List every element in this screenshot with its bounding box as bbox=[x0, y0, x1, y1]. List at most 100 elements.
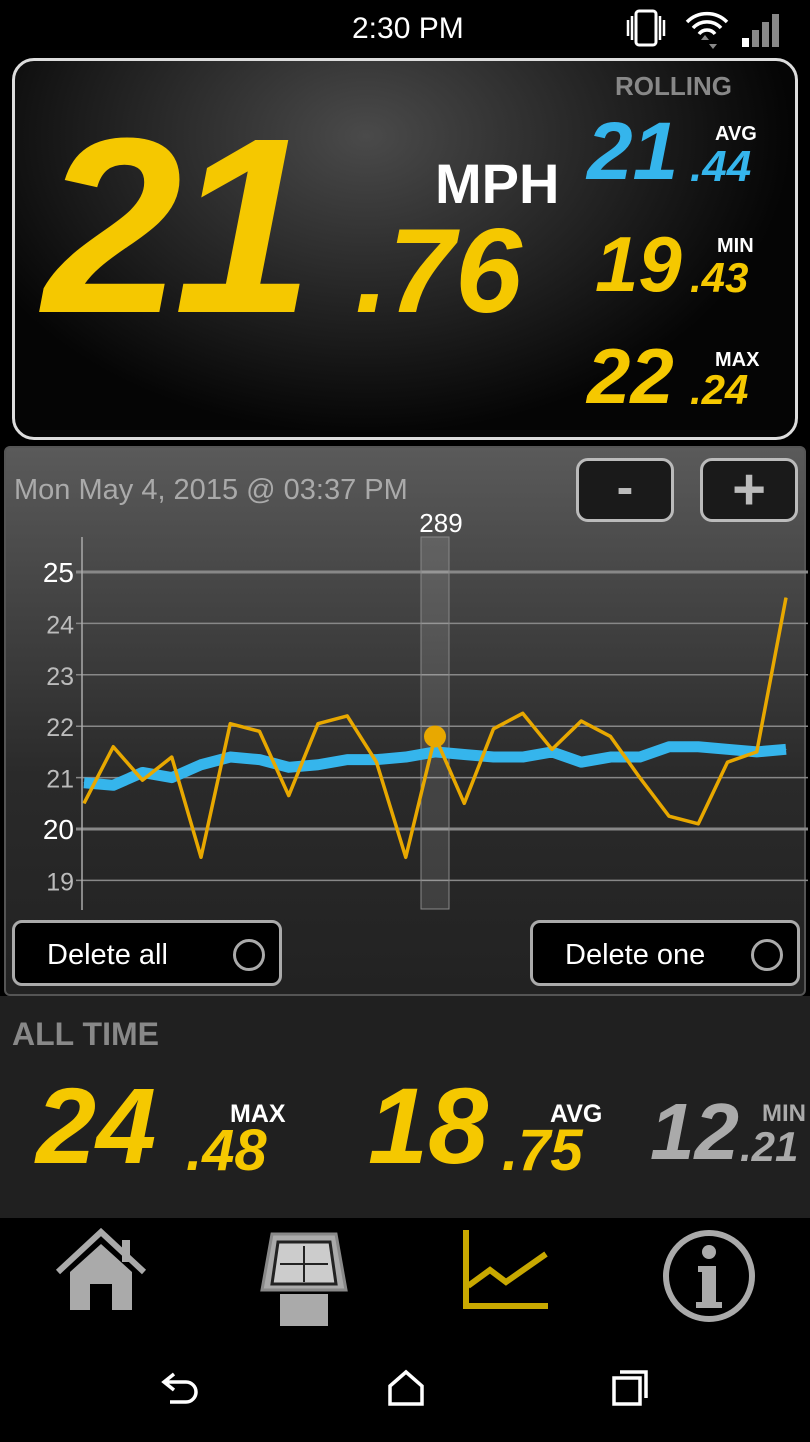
speed-point bbox=[756, 751, 758, 753]
speed-point bbox=[493, 728, 494, 730]
speed-point bbox=[610, 735, 611, 737]
recents-icon[interactable] bbox=[610, 1368, 650, 1408]
graph-icon[interactable] bbox=[460, 1228, 552, 1314]
all-avg-whole: 18 bbox=[368, 1065, 489, 1186]
speed-point bbox=[83, 802, 85, 804]
speed-point bbox=[668, 815, 670, 817]
y-tick-label: 24 bbox=[46, 611, 74, 639]
speed-panel: 21 .76 MPH ROLLING 21 .44 AVG 19 .43 MIN… bbox=[12, 58, 798, 440]
speed-point bbox=[346, 715, 348, 717]
rolling-min-whole: 19 bbox=[595, 220, 682, 308]
y-tick-label: 19 bbox=[46, 868, 74, 896]
zoom-in-button[interactable]: + bbox=[700, 458, 798, 522]
y-tick-label: 20 bbox=[43, 814, 74, 845]
speed-point bbox=[463, 802, 465, 804]
rolling-avg-point bbox=[727, 748, 728, 750]
speed-whole: 21 bbox=[43, 86, 313, 365]
speed-point bbox=[288, 795, 290, 797]
rolling-avg-label: AVG bbox=[715, 123, 757, 145]
speed-point bbox=[580, 720, 582, 722]
rolling-avg-point bbox=[697, 746, 699, 748]
zoom-out-button[interactable]: - bbox=[576, 458, 674, 522]
bottom-nav bbox=[0, 1218, 810, 1340]
rolling-avg-point bbox=[785, 748, 787, 750]
rolling-avg-point bbox=[405, 756, 407, 758]
home-nav-icon[interactable] bbox=[386, 1368, 426, 1408]
rolling-avg-whole: 21 bbox=[587, 106, 679, 197]
rolling-max-label: MAX bbox=[715, 349, 760, 371]
selection-label: 289 bbox=[419, 508, 462, 538]
system-nav bbox=[0, 1340, 810, 1440]
rolling-avg-point bbox=[288, 766, 290, 768]
y-tick-label: 23 bbox=[46, 663, 74, 691]
rolling-avg-point bbox=[580, 761, 582, 763]
rolling-avg-point bbox=[493, 756, 494, 758]
delete-one-button[interactable]: Delete one bbox=[530, 920, 800, 986]
all-min-decimal: .21 bbox=[740, 1123, 799, 1170]
signal-icon bbox=[742, 14, 779, 47]
radio-icon bbox=[751, 939, 783, 971]
all-avg-decimal: .75 bbox=[502, 1118, 583, 1183]
clock: 2:30 PM bbox=[352, 12, 464, 45]
y-tick-label: 21 bbox=[46, 766, 74, 794]
rolling-avg-point bbox=[522, 756, 524, 758]
delete-one-label: Delete one bbox=[565, 939, 706, 971]
timestamp: Mon May 4, 2015 @ 03:37 PM bbox=[14, 474, 408, 506]
speed-point bbox=[229, 723, 231, 725]
plus-icon: + bbox=[732, 457, 766, 522]
wifi-icon bbox=[685, 11, 729, 49]
rolling-max-decimal: .24 bbox=[690, 366, 749, 413]
speed-point bbox=[551, 748, 553, 750]
speed-decimal: .76 bbox=[355, 204, 522, 338]
rolling-avg-point bbox=[171, 777, 173, 779]
rolling-max-whole: 22 bbox=[587, 332, 674, 420]
rolling-avg-point bbox=[463, 753, 465, 755]
watch-icon[interactable] bbox=[258, 1228, 350, 1328]
all-max-label: MAX bbox=[230, 1100, 286, 1128]
all-time-title: ALL TIME bbox=[12, 1016, 159, 1052]
all-max-decimal: .48 bbox=[186, 1118, 267, 1183]
y-tick-label: 25 bbox=[43, 557, 74, 588]
rolling-avg-point bbox=[668, 746, 670, 748]
speed-point bbox=[317, 723, 319, 725]
vibrate-icon bbox=[626, 9, 666, 47]
status-bar: 2:30 PM bbox=[0, 0, 810, 58]
speed-point bbox=[259, 730, 260, 732]
rolling-avg-point bbox=[112, 784, 114, 786]
rolling-avg-point bbox=[434, 751, 436, 753]
rolling-avg-point bbox=[83, 782, 85, 784]
rolling-avg-point bbox=[317, 764, 319, 766]
speed-point bbox=[639, 777, 641, 779]
delete-all-button[interactable]: Delete all bbox=[12, 920, 282, 986]
speed-point bbox=[405, 856, 407, 858]
speed-point bbox=[727, 761, 728, 763]
rolling-avg-point bbox=[610, 756, 611, 758]
rolling-avg-point bbox=[346, 759, 348, 761]
speed-point bbox=[171, 756, 173, 758]
rolling-avg-decimal: .44 bbox=[690, 142, 752, 191]
all-time-panel: ALL TIME 24 .48 MAX 18 .75 AVG 12 .21 MI… bbox=[0, 996, 810, 1218]
all-max-whole: 24 bbox=[36, 1065, 157, 1186]
speed-point bbox=[142, 779, 143, 781]
speed-point bbox=[697, 823, 699, 825]
radio-icon bbox=[233, 939, 265, 971]
speed-point bbox=[112, 746, 114, 748]
rolling-min-label: MIN bbox=[717, 235, 754, 257]
all-avg-label: AVG bbox=[550, 1100, 603, 1128]
speed-point bbox=[200, 856, 202, 858]
rolling-avg-point bbox=[229, 756, 231, 758]
rolling-avg-point bbox=[259, 759, 260, 761]
all-min-whole: 12 bbox=[650, 1087, 739, 1176]
back-icon[interactable] bbox=[160, 1368, 204, 1408]
home-icon[interactable] bbox=[54, 1228, 148, 1314]
delete-all-label: Delete all bbox=[47, 939, 168, 971]
speed-unit: MPH bbox=[435, 152, 560, 215]
all-min-label: MIN bbox=[762, 1100, 806, 1127]
selection-bar bbox=[420, 536, 450, 910]
speed-point bbox=[522, 712, 524, 714]
info-icon[interactable] bbox=[660, 1228, 758, 1324]
speed-point bbox=[376, 761, 377, 763]
y-tick-label: 22 bbox=[46, 714, 74, 742]
rolling-avg-point bbox=[142, 771, 143, 773]
